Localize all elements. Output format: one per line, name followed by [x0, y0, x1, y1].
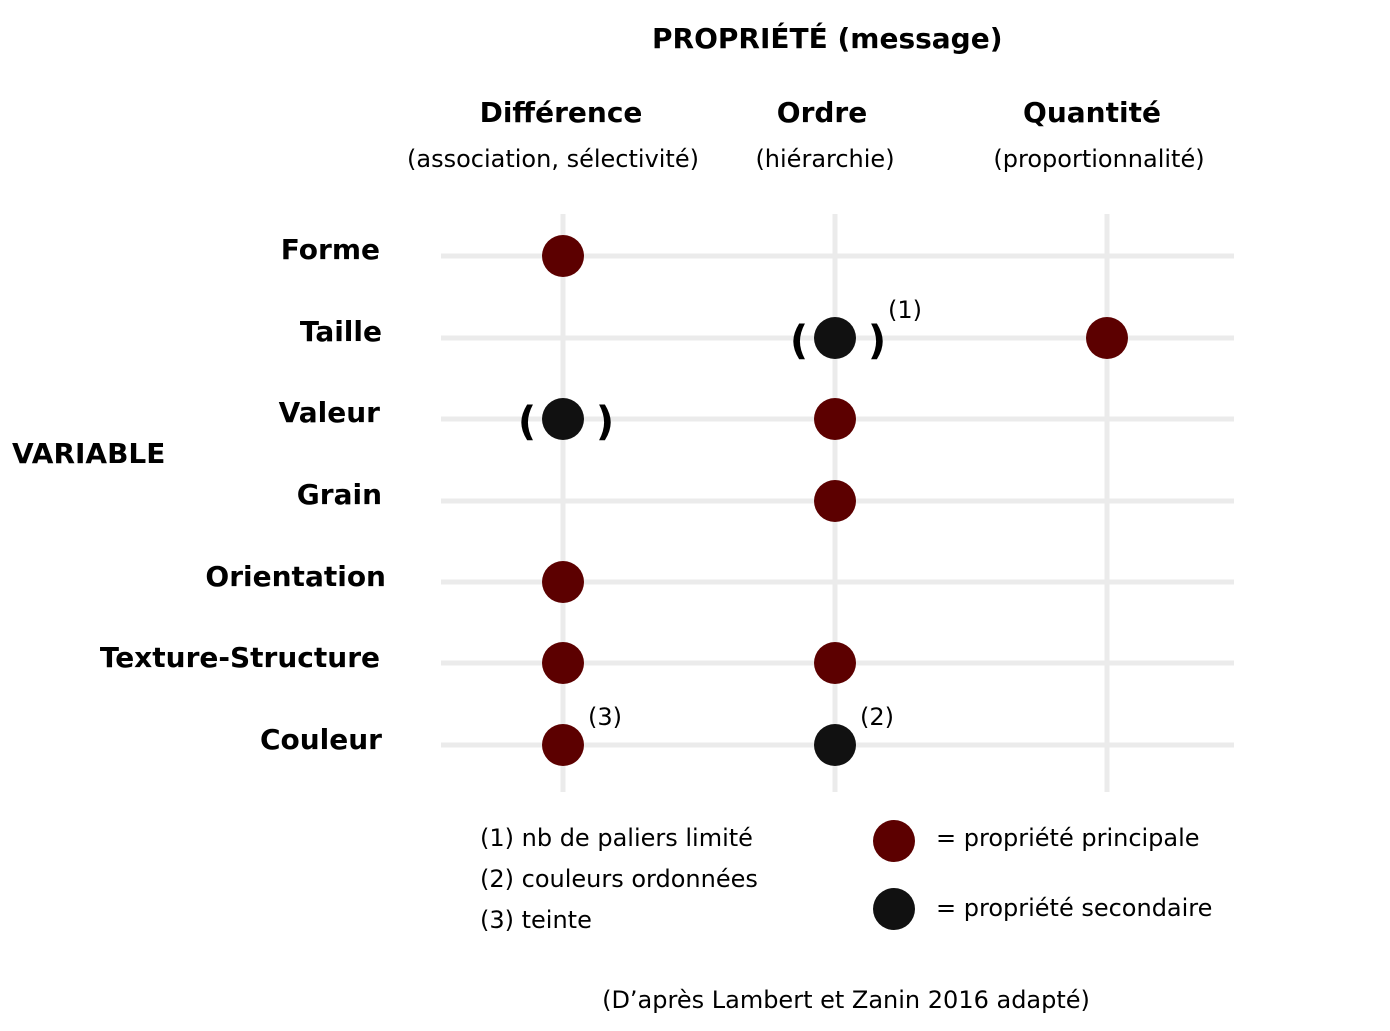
- row-label-couleur: Couleur: [259, 723, 382, 756]
- row-label-orientation: Orientation: [205, 560, 386, 593]
- matrix-dot-principale: [814, 398, 856, 440]
- column-header-difference: Différence: [479, 96, 643, 129]
- row-label-taille: Taille: [299, 315, 382, 348]
- legend-secondaire-label: = propriété secondaire: [936, 894, 1213, 922]
- footnote-2: (2) couleurs ordonnées: [480, 865, 758, 893]
- matrix-dot-principale: [814, 480, 856, 522]
- row-label-texture-structure: Texture-Structure: [99, 641, 380, 674]
- source-caption: (D’après Lambert et Zanin 2016 adapté): [602, 986, 1090, 1014]
- legend-principale-label: = propriété principale: [936, 824, 1200, 852]
- matrix-dot-principale: [1086, 317, 1128, 359]
- column-subheader-difference: (association, sélectivité): [407, 145, 699, 173]
- column-subheader-quantite: (proportionnalité): [993, 145, 1205, 173]
- parenthesis-open: (: [790, 318, 808, 364]
- parenthesis-close: ): [868, 318, 886, 364]
- matrix-dot-principale: [542, 561, 584, 603]
- row-label-forme: Forme: [280, 233, 380, 266]
- variable-axis-label: VARIABLE: [12, 437, 166, 470]
- footnote-1: (1) nb de paliers limité: [480, 824, 753, 852]
- legend-principale-dot: [873, 820, 915, 862]
- diagram-title: PROPRIÉTÉ (message): [652, 22, 1003, 55]
- parenthesis-open: (: [518, 399, 536, 445]
- legend-secondaire-dot: [873, 888, 915, 930]
- matrix-dot-secondaire: [542, 398, 584, 440]
- column-header-ordre: Ordre: [776, 96, 868, 129]
- matrix-note-label: (1): [888, 296, 922, 324]
- matrix-dot-principale: [542, 642, 584, 684]
- matrix-dot-principale: [542, 724, 584, 766]
- matrix-dot-secondaire: [814, 317, 856, 359]
- matrix-note-label: (3): [588, 703, 622, 731]
- footnote-3: (3) teinte: [480, 906, 592, 934]
- matrix-dot-secondaire: [814, 724, 856, 766]
- row-label-valeur: Valeur: [278, 396, 380, 429]
- matrix-note-label: (2): [860, 703, 894, 731]
- parenthesis-close: ): [596, 399, 614, 445]
- column-header-quantite: Quantité: [1023, 96, 1161, 129]
- row-label-grain: Grain: [296, 478, 382, 511]
- column-subheader-ordre: (hiérarchie): [755, 145, 895, 173]
- matrix-dot-principale: [814, 642, 856, 684]
- matrix-dot-principale: [542, 235, 584, 277]
